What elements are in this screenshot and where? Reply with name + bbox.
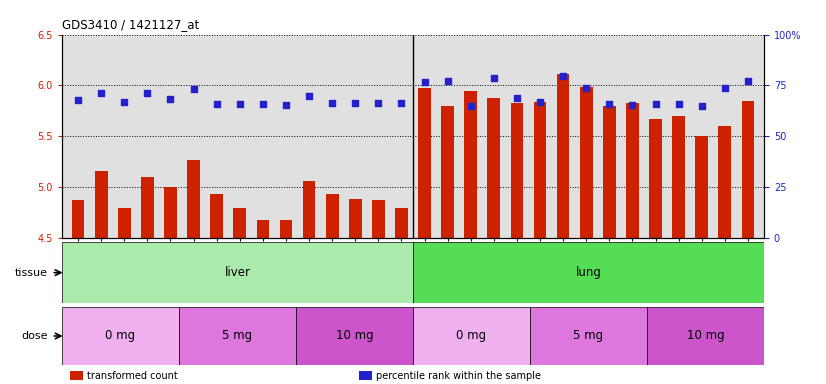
Point: [95, 90, 108, 96]
Bar: [719, 126, 731, 238]
Point: [580, 85, 593, 91]
Point: [718, 85, 731, 91]
Text: tissue: tissue: [15, 268, 48, 278]
Point: [534, 99, 547, 105]
Point: [626, 102, 639, 108]
Point: [279, 102, 292, 108]
Bar: [349, 199, 362, 238]
Point: [441, 78, 454, 84]
Bar: [395, 208, 408, 238]
Point: [164, 96, 177, 102]
Bar: [211, 194, 223, 238]
Bar: [234, 208, 246, 238]
Bar: [464, 91, 477, 238]
Text: 5 mg: 5 mg: [222, 329, 253, 343]
Bar: [296, 307, 413, 365]
Bar: [257, 220, 269, 238]
Point: [325, 100, 339, 106]
Bar: [418, 88, 431, 238]
Bar: [164, 187, 177, 238]
Bar: [62, 242, 413, 303]
Text: 5 mg: 5 mg: [573, 329, 604, 343]
Bar: [280, 220, 292, 238]
Point: [695, 103, 709, 109]
Bar: [530, 307, 647, 365]
Bar: [118, 208, 131, 238]
Bar: [487, 98, 501, 238]
Bar: [413, 242, 764, 303]
Point: [349, 100, 362, 106]
Text: 10 mg: 10 mg: [335, 329, 373, 343]
Point: [140, 89, 154, 96]
Point: [233, 101, 246, 107]
Bar: [325, 194, 339, 238]
Point: [557, 73, 570, 79]
Point: [510, 95, 524, 101]
Bar: [372, 200, 385, 238]
Bar: [179, 307, 296, 365]
Text: transformed count: transformed count: [87, 371, 178, 381]
Bar: [647, 307, 764, 365]
Point: [603, 101, 616, 107]
Text: liver: liver: [225, 266, 250, 279]
Point: [117, 99, 131, 105]
Point: [418, 79, 431, 85]
Bar: [742, 101, 754, 238]
Bar: [695, 136, 708, 238]
Bar: [649, 119, 662, 238]
Point: [302, 93, 316, 99]
Bar: [62, 307, 179, 365]
Bar: [557, 74, 569, 238]
Point: [187, 86, 200, 92]
Bar: [141, 177, 154, 238]
Point: [487, 75, 501, 81]
Point: [256, 101, 269, 107]
Point: [210, 101, 223, 107]
Bar: [95, 171, 107, 238]
Text: dose: dose: [21, 331, 48, 341]
Point: [72, 97, 85, 103]
Text: 0 mg: 0 mg: [457, 329, 487, 343]
Text: 10 mg: 10 mg: [686, 329, 724, 343]
Point: [372, 100, 385, 106]
Point: [395, 100, 408, 106]
Text: 0 mg: 0 mg: [106, 329, 135, 343]
Bar: [672, 116, 685, 238]
Point: [649, 101, 662, 108]
Bar: [302, 181, 316, 238]
Point: [672, 101, 686, 107]
Bar: [626, 103, 638, 238]
Bar: [510, 103, 524, 238]
Bar: [603, 106, 615, 238]
Text: percentile rank within the sample: percentile rank within the sample: [376, 371, 541, 381]
Bar: [534, 102, 546, 238]
Point: [741, 78, 754, 84]
Point: [464, 103, 477, 109]
Bar: [580, 88, 592, 238]
Bar: [72, 200, 84, 238]
Bar: [413, 307, 530, 365]
Bar: [188, 160, 200, 238]
Text: lung: lung: [576, 266, 601, 279]
Bar: [441, 106, 454, 238]
Text: GDS3410 / 1421127_at: GDS3410 / 1421127_at: [62, 18, 199, 31]
